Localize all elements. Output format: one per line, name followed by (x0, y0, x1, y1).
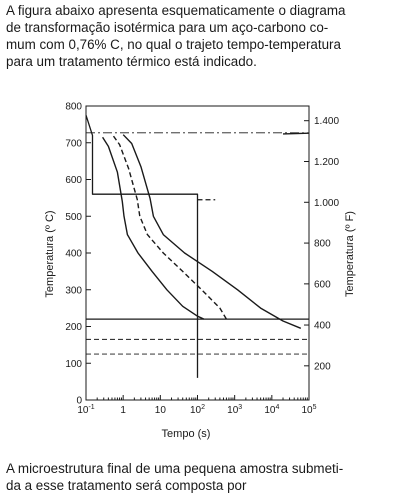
y-axis-left-title: Temperatura (º C) (44, 210, 56, 297)
intro-line: de transformação isotérmica para um aço-… (6, 20, 329, 35)
y-tick-label-right: 800 (314, 239, 331, 250)
treatment-path-curve (85, 115, 199, 378)
y-tick-label-right: 1.400 (314, 116, 339, 127)
y-tick-label-right: 400 (314, 321, 331, 332)
y-tick-label-left: 700 (65, 138, 82, 149)
ttt-diagram: Temperatura (º C) Temperatura (º F) Temp… (44, 102, 356, 441)
y-tick-label-right: 1.200 (314, 157, 339, 168)
intro-paragraph: A figura abaixo apresenta esquematicamen… (6, 2, 396, 70)
x-tick-label: 10-1 (77, 404, 94, 416)
x-axis-title: Tempo (s) (162, 428, 211, 440)
y-tick-label-left: 400 (65, 249, 82, 260)
y-tick-label-left: 0 (76, 396, 82, 407)
y-tick-label-left: 200 (65, 322, 82, 333)
x-tick-label: 10 (155, 405, 167, 416)
y-tick-label-left: 100 (65, 359, 82, 370)
y-tick-label-right: 1.000 (314, 198, 339, 209)
question-line: A microestrutura final de uma pequena am… (6, 461, 344, 476)
x-tick-label: 102 (190, 404, 205, 416)
x-tick-label: 105 (301, 404, 316, 416)
intro-line: A figura abaixo apresenta esquematicamen… (6, 3, 346, 18)
x-tick-label: 103 (227, 404, 242, 416)
question-paragraph: A microestrutura final de uma pequena am… (6, 460, 396, 494)
plot-area: 0 100 200 300 400 500 600 700 800 1.400 1.200 1.000… (65, 102, 339, 417)
y-tick-label-left: 800 (65, 102, 82, 113)
transformation-end-curve (122, 134, 302, 329)
x-tick-label: 104 (264, 404, 279, 416)
y-tick-label-left: 300 (65, 285, 82, 296)
question-line: da a esse tratamento será composta por (6, 478, 247, 493)
end-curve-upper-asymptote (283, 132, 310, 135)
intro-line: mum com 0,76% C, no qual o trajeto tempo… (6, 37, 341, 52)
intro-line: para um tratamento térmico está indicado… (6, 54, 257, 69)
transformation-start-curve (102, 136, 205, 320)
x-tick-label: 1 (120, 405, 126, 416)
y-tick-label-left: 500 (65, 212, 82, 223)
y-tick-label-right: 600 (314, 279, 331, 290)
y-tick-label-left: 600 (65, 175, 82, 186)
transformation-50pct-curve (112, 135, 228, 320)
y-tick-label-right: 200 (314, 361, 331, 372)
y-axis-right-title: Temperatura (º F) (344, 211, 356, 297)
